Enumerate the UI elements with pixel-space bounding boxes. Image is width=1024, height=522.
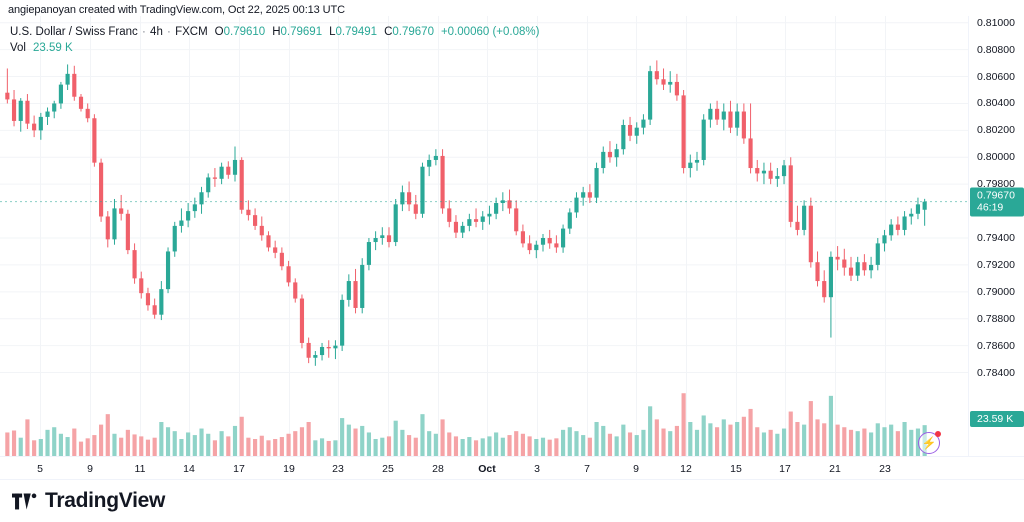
time-tick-label: 3 [534, 463, 540, 475]
legend-volume-value: 23.59 K [33, 42, 73, 54]
alert-dot-icon [935, 431, 941, 437]
price-tick-label: 0.78800 [977, 312, 1015, 325]
chart-legend: U.S. Dollar / Swiss Franc · 4h · FXCM O0.… [10, 24, 539, 56]
time-tick-label: 19 [283, 463, 295, 475]
time-tick-label: 15 [730, 463, 742, 475]
time-tick-label: 9 [633, 463, 639, 475]
price-tick-label: 0.81000 [977, 16, 1015, 29]
time-tick-label: 23 [879, 463, 891, 475]
time-tick-label: Oct [478, 463, 496, 475]
legend-open-value: 0.79610 [223, 26, 266, 38]
price-tick-label: 0.79400 [977, 232, 1015, 244]
chart-gridlines [0, 16, 968, 456]
price-tick-label: 0.80400 [977, 97, 1015, 110]
price-tick-label: 0.78400 [977, 366, 1015, 379]
time-tick-label: 7 [584, 463, 590, 475]
time-tick-label: 17 [779, 463, 791, 475]
time-tick-label: 17 [233, 463, 245, 475]
time-tick-label: 5 [37, 463, 43, 475]
volume-histogram [5, 393, 927, 456]
price-tick-label: 0.78600 [977, 339, 1015, 352]
price-tick-label: 0.79200 [977, 258, 1015, 271]
time-tick-label: 21 [829, 463, 841, 475]
tradingview-mark-icon [12, 493, 37, 509]
chart-plot-area[interactable] [0, 16, 968, 456]
time-tick-label: 9 [87, 463, 93, 475]
legend-open-label: O [214, 26, 224, 38]
legend-volume-row: Vol 23.59 K [10, 40, 539, 56]
legend-low-label: L [329, 26, 336, 38]
price-tick-label: 0.79000 [977, 285, 1015, 298]
legend-symbol[interactable]: U.S. Dollar / Swiss Franc [10, 26, 138, 38]
legend-volume-label: Vol [10, 42, 26, 54]
time-tick-label: 25 [382, 463, 394, 475]
legend-close-label: C [384, 26, 393, 38]
tradingview-wordmark: TradingView [45, 489, 166, 512]
last-price-badge[interactable]: 0.79670 46:19 [970, 187, 1024, 217]
time-tick-label: 28 [432, 463, 444, 475]
legend-timeframe[interactable]: 4h [150, 26, 163, 38]
price-scale[interactable]: 0.81000 0.80800 0.80600 0.80400 0.80200 0.800… [968, 16, 1024, 456]
legend-main-row: U.S. Dollar / Swiss Franc · 4h · FXCM O0.… [10, 26, 540, 38]
price-tick-label: 0.80600 [977, 70, 1015, 83]
time-tick-label: 14 [183, 463, 195, 475]
lightning-bolt-icon[interactable]: ⚡ [918, 431, 941, 454]
legend-high-value: 0.79691 [280, 26, 323, 38]
last-price-value: 0.79670 [977, 189, 1015, 202]
tradingview-logo[interactable]: TradingView [12, 489, 165, 513]
legend-exchange: FXCM [175, 26, 208, 38]
bar-countdown: 46:19 [977, 201, 1004, 214]
legend-change-value: +0.00060 (+0.08%) [440, 26, 540, 38]
legend-low-value: 0.79491 [335, 26, 378, 38]
volume-value-badge[interactable]: 23.59 K [970, 411, 1024, 428]
candlestick-series [5, 60, 927, 366]
price-tick-label: 0.80800 [977, 43, 1015, 56]
last-price-line [0, 201, 968, 203]
legend-close-value: 0.79670 [392, 26, 434, 38]
price-tick-label: 0.80000 [977, 151, 1015, 164]
attribution-text: angiepanoyan created with TradingView.co… [8, 4, 345, 16]
time-scale[interactable]: 5 9 11 14 17 19 23 25 28 Oct 3 7 9 12 15 17 21 23 [0, 456, 1024, 480]
time-tick-label: 11 [134, 463, 146, 475]
legend-high-label: H [272, 26, 281, 38]
price-tick-label: 0.80200 [977, 124, 1015, 137]
bolt-glyph: ⚡ [921, 436, 937, 450]
time-tick-label: 12 [680, 463, 692, 475]
footer-bar: TradingView [0, 480, 1024, 522]
time-tick-label: 23 [332, 463, 344, 475]
